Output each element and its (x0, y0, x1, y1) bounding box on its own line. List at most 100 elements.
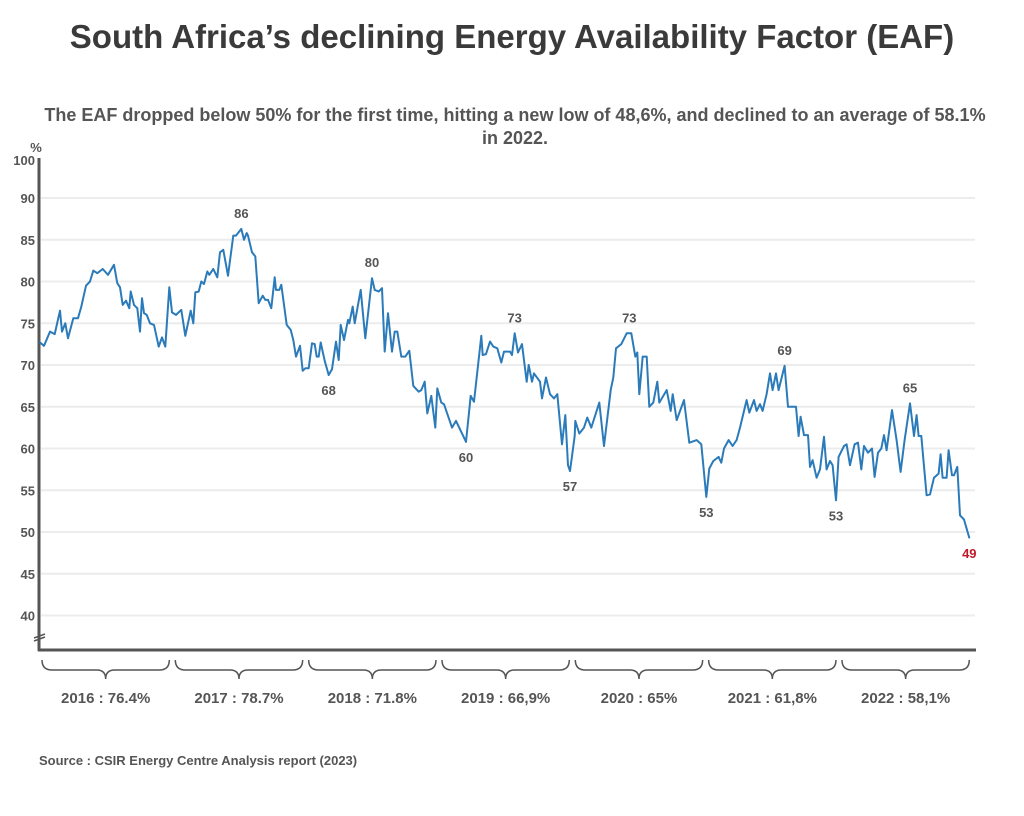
chart-subtitle: The EAF dropped below 50% for the first … (44, 105, 986, 148)
data-point (184, 334, 187, 337)
data-point (313, 343, 316, 345)
data-point (348, 322, 351, 325)
y-axis-unit-label: % (30, 140, 42, 155)
y-tick-label: 50 (21, 525, 35, 540)
data-point (795, 405, 797, 408)
data-point (620, 343, 623, 345)
data-point (648, 405, 651, 408)
data-point (675, 419, 678, 421)
data-point (289, 329, 292, 331)
data-point (920, 435, 923, 437)
year-average-label: 2017 : 78.7% (194, 690, 283, 707)
data-point (417, 390, 420, 393)
annotation-label: 80 (365, 255, 379, 270)
data-point (339, 324, 342, 326)
data-point (783, 365, 786, 367)
data-point (347, 319, 349, 321)
data-point (929, 493, 931, 496)
year-brace (307, 659, 437, 680)
data-point (539, 380, 541, 383)
data-point (232, 234, 235, 237)
data-point (157, 345, 160, 348)
y-tick-label: 80 (21, 275, 35, 290)
data-point (939, 453, 942, 456)
data-point (857, 441, 859, 444)
year-average-label: 2022 : 58,1% (861, 690, 950, 707)
y-tick-label: 45 (21, 567, 35, 582)
data-point (615, 347, 617, 350)
data-point (511, 354, 513, 356)
data-point (835, 499, 837, 502)
y-tick-label: 65 (21, 400, 35, 415)
data-point (658, 401, 661, 404)
data-point (509, 350, 511, 353)
annotation-label: 57 (563, 479, 577, 494)
data-point (192, 322, 195, 325)
data-point (669, 410, 672, 412)
data-point (809, 466, 811, 468)
y-tick-label: 40 (21, 609, 35, 624)
data-point (469, 395, 472, 397)
data-point (264, 299, 267, 301)
data-point (748, 411, 751, 414)
data-point (393, 330, 396, 333)
axis-break-icon (33, 633, 46, 642)
year-average-label: 2019 : 66,9% (461, 690, 550, 707)
data-point (371, 277, 373, 279)
data-point (925, 494, 928, 497)
data-point (860, 468, 863, 471)
data-point (175, 314, 177, 316)
data-point (67, 337, 69, 340)
data-point (219, 251, 221, 254)
data-point (443, 403, 445, 406)
data-point (80, 305, 83, 308)
data-point (652, 401, 655, 404)
data-point (404, 355, 407, 358)
data-point (638, 393, 641, 396)
data-point (951, 474, 953, 477)
data-point (430, 395, 433, 397)
data-point (285, 324, 288, 326)
data-point (391, 350, 393, 353)
data-point (735, 439, 738, 441)
data-point (771, 389, 774, 391)
data-point (877, 451, 879, 454)
data-point (227, 274, 229, 277)
data-point (823, 436, 825, 438)
data-point (503, 350, 505, 353)
data-point (383, 350, 386, 353)
data-point (59, 309, 61, 312)
data-point (434, 426, 437, 429)
data-point (739, 426, 741, 429)
data-point (712, 460, 715, 462)
data-point (578, 432, 581, 435)
year-average-label: 2021 : 61,8% (728, 690, 817, 707)
data-point (465, 441, 467, 443)
data-point (913, 435, 915, 437)
data-point (304, 367, 307, 370)
data-point (573, 435, 576, 437)
data-point (143, 312, 145, 315)
data-point (200, 280, 203, 283)
data-point (203, 283, 205, 285)
data-point (317, 355, 320, 358)
data-point (634, 355, 637, 358)
data-point (387, 312, 389, 315)
data-point (412, 385, 415, 387)
data-point (885, 449, 888, 451)
data-point (556, 393, 559, 396)
data-point (598, 401, 601, 404)
data-point (829, 460, 831, 462)
data-point (489, 340, 491, 343)
data-point (129, 290, 132, 293)
data-point (665, 389, 668, 391)
data-point (292, 339, 295, 341)
data-point (700, 443, 703, 446)
annotation-label: 60 (459, 450, 473, 465)
annotation-label: 73 (622, 310, 636, 325)
data-point (777, 389, 780, 391)
data-point (216, 276, 219, 279)
data-point (612, 376, 615, 379)
data-point (641, 355, 644, 358)
data-point (194, 291, 197, 294)
